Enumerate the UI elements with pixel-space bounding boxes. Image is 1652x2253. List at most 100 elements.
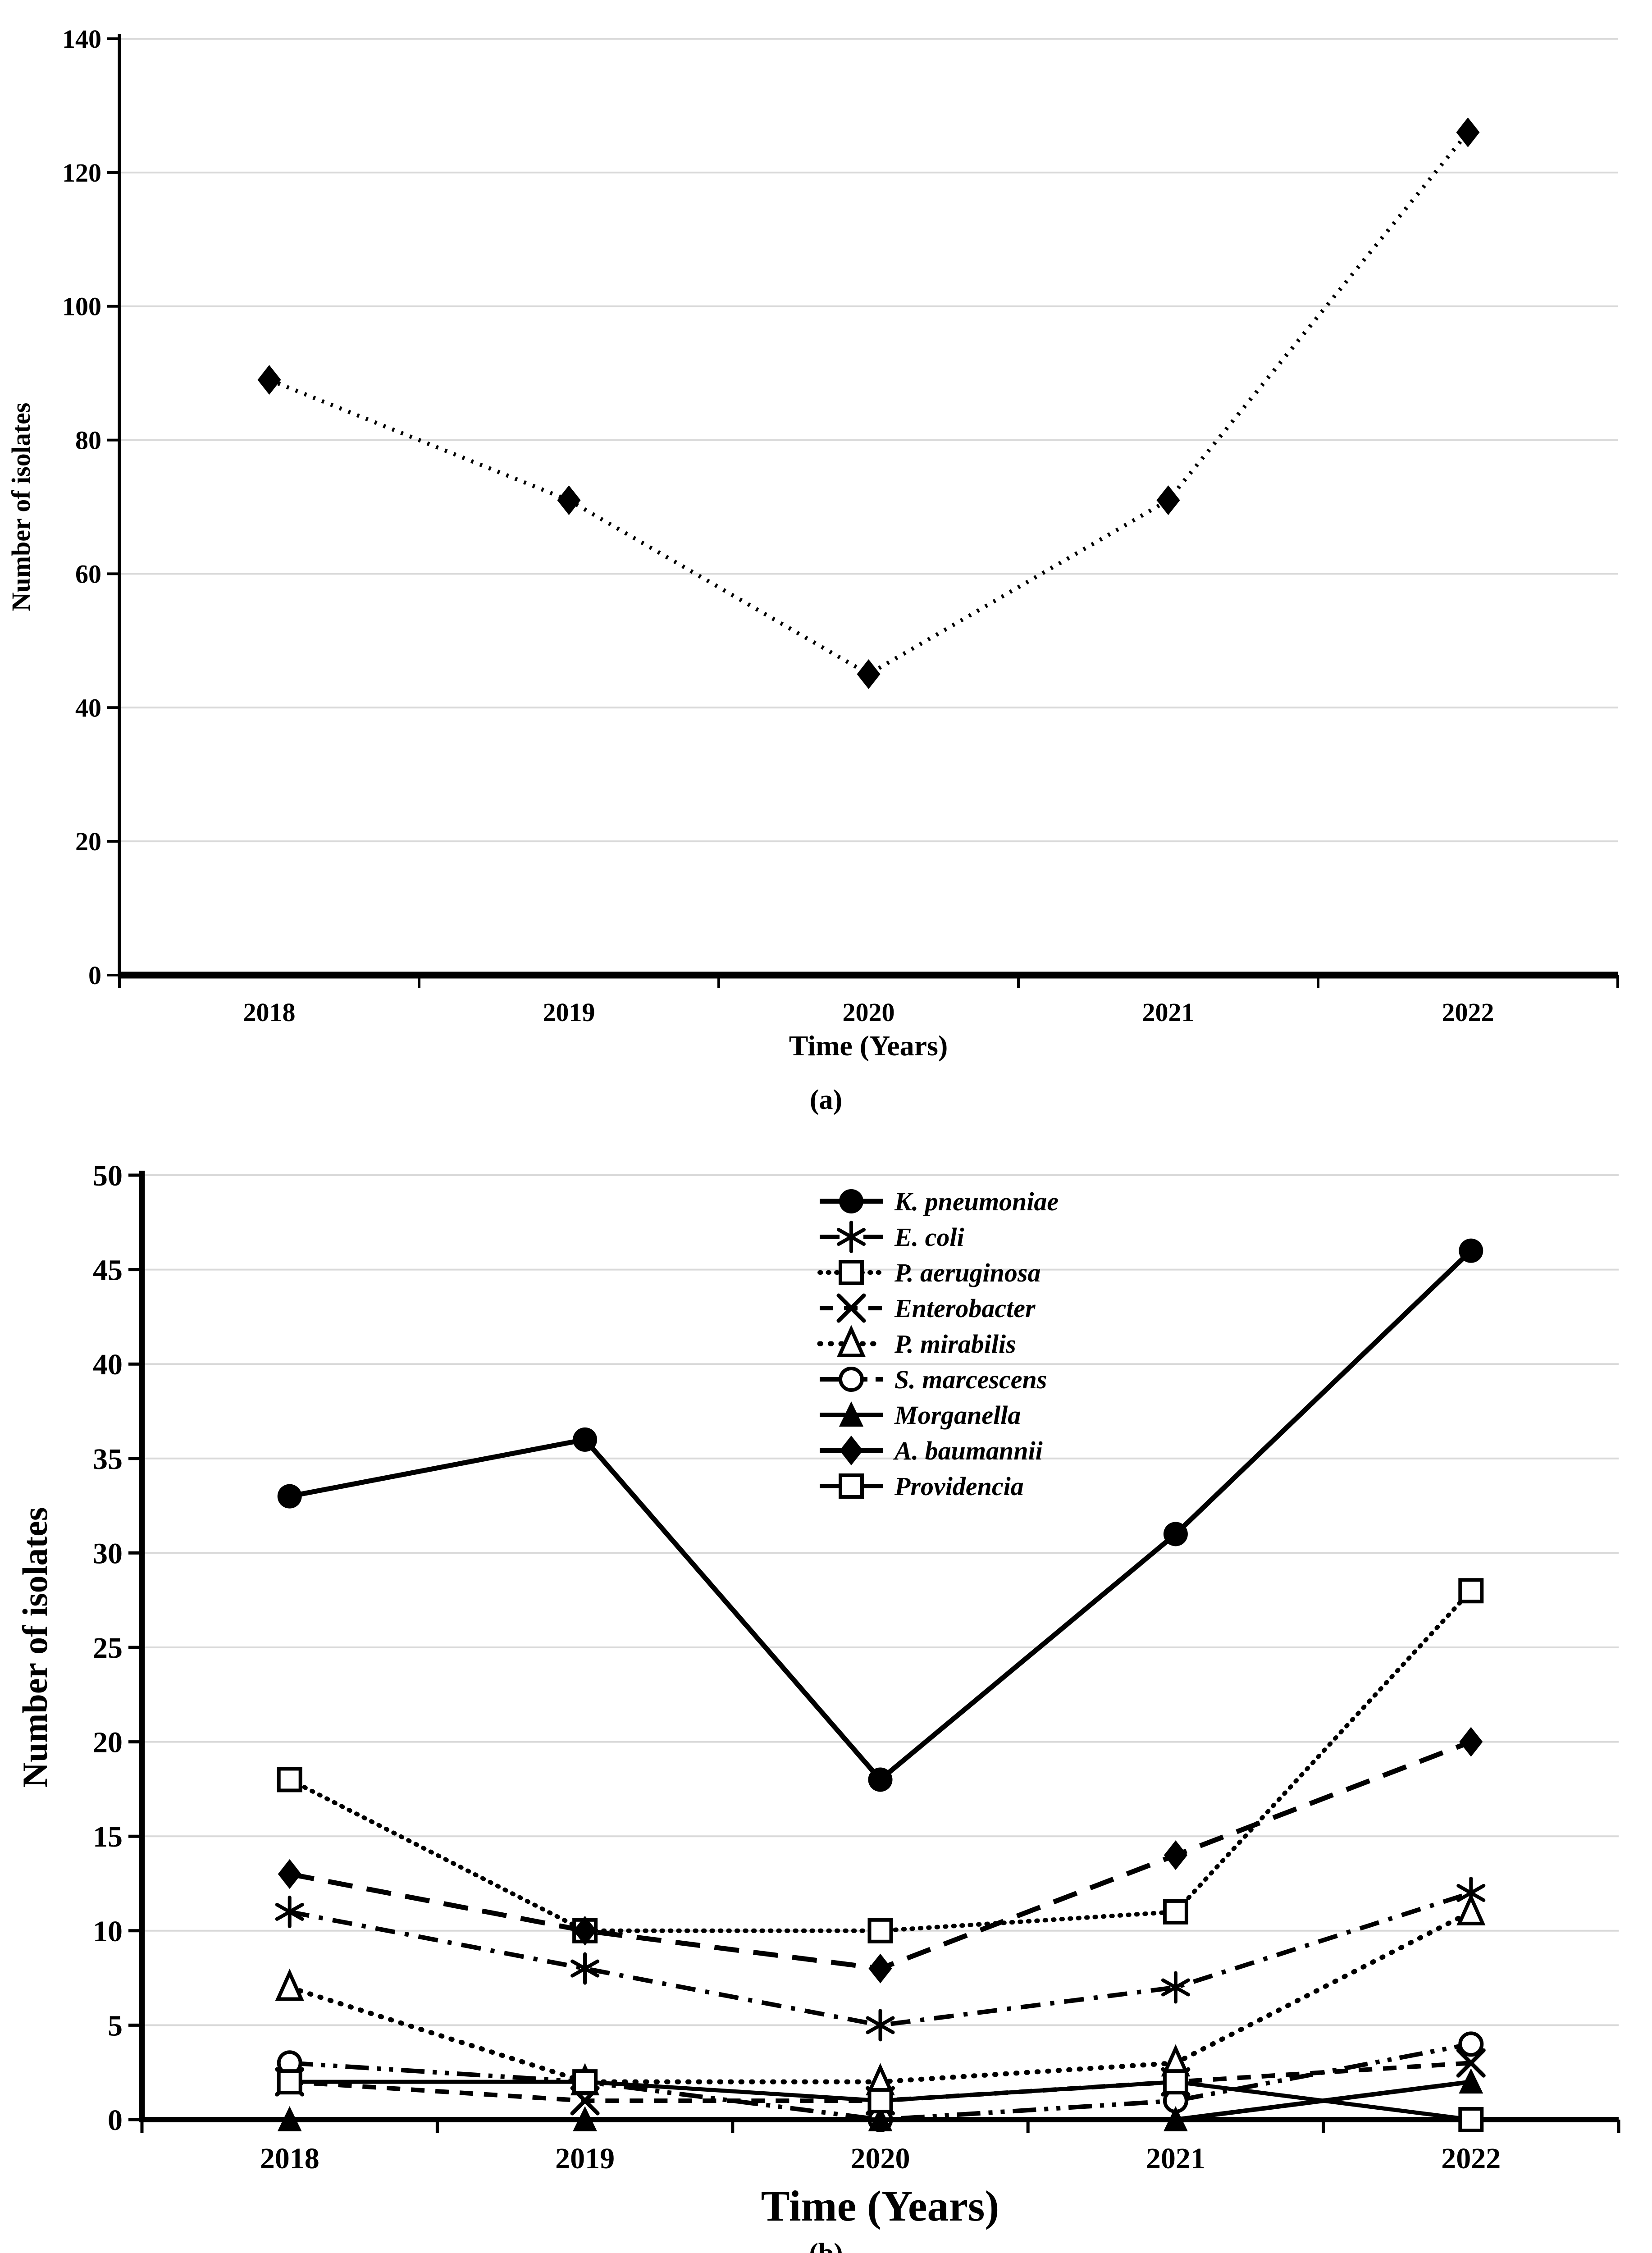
series-line [268,131,1469,677]
circle-filled-marker [1163,1522,1188,1546]
asterisk-spoke [866,2016,895,2034]
x-tick-label-2022: 2022 [1441,2142,1501,2175]
y-tick-label-50: 50 [93,1159,123,1192]
legend-label: K. pneumoniae [894,1187,1059,1216]
square-open-marker [839,1473,864,1499]
triangle-open-marker [836,1325,866,1357]
legend-label: Morganella [894,1400,1021,1430]
x-axis-title: Time (Years) [761,2182,999,2230]
square-open-marker [1163,1899,1188,1925]
x-tick-label-2019: 2019 [543,998,595,1027]
circle-filled-marker [839,1189,863,1213]
legend-label: S. marcescens [894,1365,1047,1394]
legend-label: P. mirabilis [894,1329,1016,1359]
legend-item-morganella: Morganella [820,1400,1021,1430]
triangle-filled-marker [277,2106,302,2131]
marker-circle-filled [868,1767,893,1792]
legend-label: P. aeruginosa [894,1258,1040,1287]
legend-item-p-mirabilis: P. mirabilis [817,1325,1016,1359]
marker-circle-open [839,1367,864,1392]
marker-square-open [277,2069,302,2095]
series-k-pneumoniae [277,1238,1483,1792]
legend: K. pneumoniae E. coli P. aeruginosa Enterob… [817,1187,1059,1501]
marker-x-marker [1456,2048,1486,2078]
square-open-marker [572,2069,598,2095]
marker-asterisk [1161,1971,1190,2004]
y-axis-title: Number of isolates [6,403,36,611]
marker-diamond-filled [857,659,881,689]
x-tick-label-2018: 2018 [243,998,296,1027]
legend-item-providencia: Providencia [820,1472,1024,1501]
x-tick-label-2019: 2019 [555,2142,615,2175]
legend-item-e-coli: E. coli [820,1221,964,1253]
x-axis-title: Time (Years) [789,1030,948,1062]
y-tick-label-0: 0 [108,2104,123,2137]
y-tick-label-25: 25 [93,1632,123,1665]
diamond-filled-marker [1156,485,1180,515]
y-tick-label-20: 20 [75,827,101,856]
marker-square-open [1458,1578,1484,1604]
marker-diamond-filled [840,1436,863,1465]
square-open-marker [277,1767,302,1792]
marker-asterisk [866,2009,895,2042]
y-tick-label-45: 45 [93,1254,123,1287]
x-marker-stroke [1456,2048,1486,2078]
marker-circle-filled [573,1427,598,1452]
marker-asterisk [837,1221,866,1253]
axes [128,1171,1620,2133]
square-open-marker [1163,2069,1188,2095]
series-providencia [277,2069,1484,2132]
y-tick-label-35: 35 [93,1443,123,1476]
series-morganella [277,2068,1483,2131]
caption-panel-a: (a) [809,1085,843,1115]
marker-diamond-filled [1456,117,1480,147]
marker-square-open [572,2069,598,2095]
marker-square-open [839,1260,864,1285]
y-tick-label-40: 40 [93,1348,123,1381]
y-tick-label-140: 140 [62,24,101,54]
series-line [289,1249,1473,1783]
series-p-aeruginosa [277,1578,1484,1943]
circle-open-marker [839,1367,864,1392]
marker-circle-filled [1163,1522,1188,1546]
diamond-filled-marker [840,1436,863,1465]
circle-filled-marker [1459,1238,1483,1263]
triangle-filled-marker [839,1401,863,1427]
y-tick-label-20: 20 [93,1726,123,1759]
y-tick-label-60: 60 [75,559,101,588]
square-open-marker [1458,2107,1484,2132]
triangle-filled-marker [573,2106,598,2131]
square-open-marker [839,1260,864,1285]
marker-diamond-filled [868,1953,892,1984]
x-tick-label-2018: 2018 [260,2142,319,2175]
marker-triangle-filled [1459,2068,1483,2094]
circle-filled-marker [868,1767,893,1792]
triangle-filled-marker [1163,2106,1188,2131]
diamond-filled-marker [278,1859,301,1889]
x-tick-label-2021: 2021 [1142,998,1195,1027]
circle-filled-marker [573,1427,598,1452]
marker-triangle-open [836,1325,866,1357]
marker-asterisk [275,1895,304,1928]
legend-item-s-marcescens: S. marcescens [820,1365,1047,1394]
y-axis-title: Number of isolates [15,1507,55,1788]
marker-triangle-filled [277,2106,302,2131]
legend-item-a-baumannii: A. baumannii [820,1436,1043,1465]
marker-triangle-filled [868,2106,893,2131]
triangle-open-marker [1456,1893,1486,1925]
marker-triangle-open [275,1968,304,2001]
y-tick-label-30: 30 [93,1537,123,1570]
x-tick-label-2020: 2020 [851,2142,910,2175]
diamond-filled-marker [1164,1840,1187,1870]
marker-triangle-open [1456,1893,1486,1925]
series-a-baumannii [278,1727,1483,1984]
asterisk-spoke [1456,1884,1486,1902]
marker-triangle-filled [1163,2106,1188,2131]
legend-label: Enterobacter [894,1294,1036,1323]
caption-panel-b: (b) [0,2238,1652,2253]
series-e-coli [275,1876,1486,2042]
asterisk-spoke [570,1959,600,1978]
marker-triangle-filled [573,2106,598,2131]
diamond-filled-marker [573,1916,597,1946]
marker-square-open [867,1918,893,1943]
